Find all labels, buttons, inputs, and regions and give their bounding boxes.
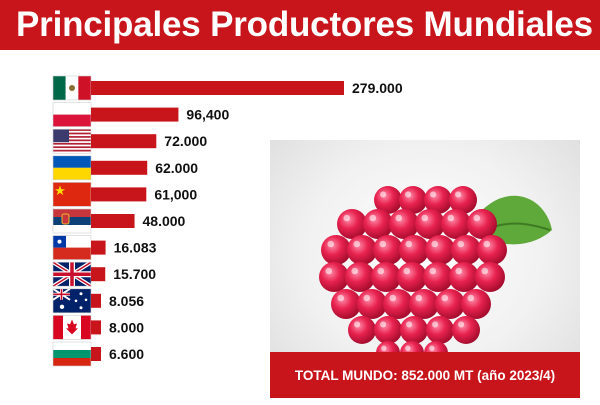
bar-1: [91, 107, 179, 122]
bar-7: [91, 267, 106, 282]
bar-3: [91, 160, 148, 175]
value-label-8: 8.056: [109, 293, 144, 309]
bar-4: [91, 187, 147, 202]
value-label-6: 16.083: [114, 240, 157, 256]
bar-6: [91, 240, 106, 255]
uk-flag-icon: [51, 260, 93, 288]
china-flag-icon: [52, 182, 92, 207]
usa-flag-icon: [52, 128, 92, 154]
australia-flag-icon: [52, 287, 92, 314]
value-label-7: 15.700: [113, 266, 156, 282]
value-label-1: 96,400: [186, 107, 229, 123]
page-title: Principales Productores Mundiales: [16, 5, 593, 44]
value-label-10: 6.600: [109, 346, 144, 362]
bulgaria-flag-icon: [52, 341, 92, 367]
canada-flag-icon: [52, 315, 92, 340]
header-banner: Principales Productores Mundiales: [0, 0, 600, 50]
ukraine-flag-icon: [52, 155, 92, 181]
bar-8: [91, 293, 101, 308]
bar-9: [91, 320, 101, 335]
poland-flag-icon: [52, 102, 92, 127]
value-label-9: 8.000: [109, 319, 144, 335]
value-label-4: 61,000: [154, 186, 197, 202]
mexico-flag-icon: [52, 75, 92, 101]
value-label-3: 62.000: [155, 160, 198, 176]
bar-10: [91, 347, 101, 361]
total-world-label: TOTAL MUNDO: 852.000 MT (año 2023/4): [270, 352, 580, 398]
chile-flag-icon: [52, 235, 92, 260]
value-label-0: 279.000: [352, 80, 403, 96]
serbia-flag-icon: [52, 208, 92, 234]
value-label-5: 48.000: [143, 213, 186, 229]
bar-0: [91, 81, 344, 95]
bar-2: [91, 134, 157, 149]
bar-5: [91, 214, 135, 228]
value-label-2: 72.000: [164, 133, 207, 149]
